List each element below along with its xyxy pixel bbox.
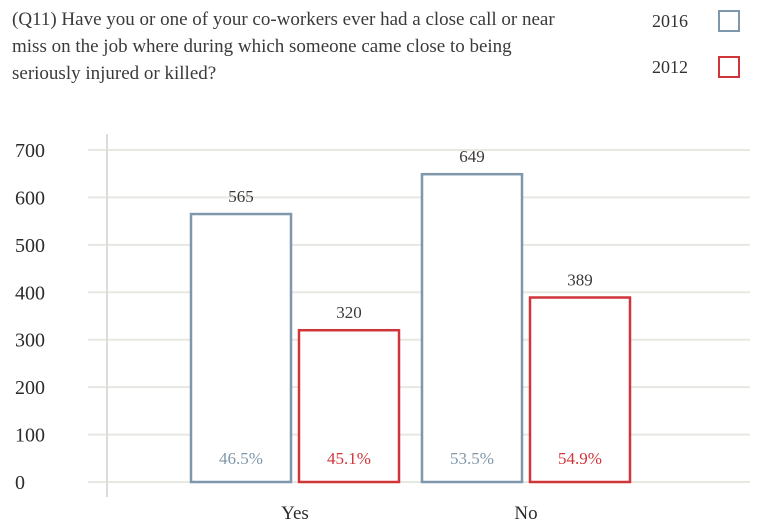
- y-tick-label: 700: [15, 140, 45, 162]
- y-tick-label: 500: [15, 235, 45, 257]
- y-tick-label: 300: [15, 330, 45, 352]
- bar-2012-no: [528, 296, 632, 484]
- data-label: 565: [228, 187, 254, 206]
- x-tick-label: Yes: [281, 503, 309, 524]
- chart-title: (Q11) Have you or one of your co-workers…: [12, 9, 555, 84]
- legend-swatch-2016: [718, 10, 740, 32]
- percent-label: 46.5%: [219, 449, 263, 468]
- y-tick-label: 0: [15, 472, 25, 494]
- data-label: 649: [459, 147, 485, 166]
- y-tick-label: 100: [15, 425, 45, 447]
- bar-2016-yes: [189, 212, 293, 484]
- bar-2016-no: [420, 172, 524, 484]
- legend-label-2016: 2016: [652, 10, 688, 31]
- y-tick-label: 400: [15, 282, 45, 304]
- data-label: 320: [336, 303, 362, 322]
- legend-swatch-2012: [718, 56, 740, 78]
- x-tick-label: No: [514, 503, 537, 524]
- bar-2012-yes: [297, 328, 401, 484]
- y-tick-label: 200: [15, 377, 45, 399]
- percent-label: 54.9%: [558, 449, 602, 468]
- percent-label: 53.5%: [450, 449, 494, 468]
- legend-label-2012: 2012: [652, 56, 688, 77]
- data-label: 389: [567, 271, 593, 290]
- y-tick-label: 600: [15, 187, 45, 209]
- legend: 2016 2012: [652, 6, 752, 98]
- legend-item-2016: 2016: [652, 6, 752, 36]
- legend-item-2012: 2012: [652, 52, 752, 82]
- percent-label: 45.1%: [327, 449, 371, 468]
